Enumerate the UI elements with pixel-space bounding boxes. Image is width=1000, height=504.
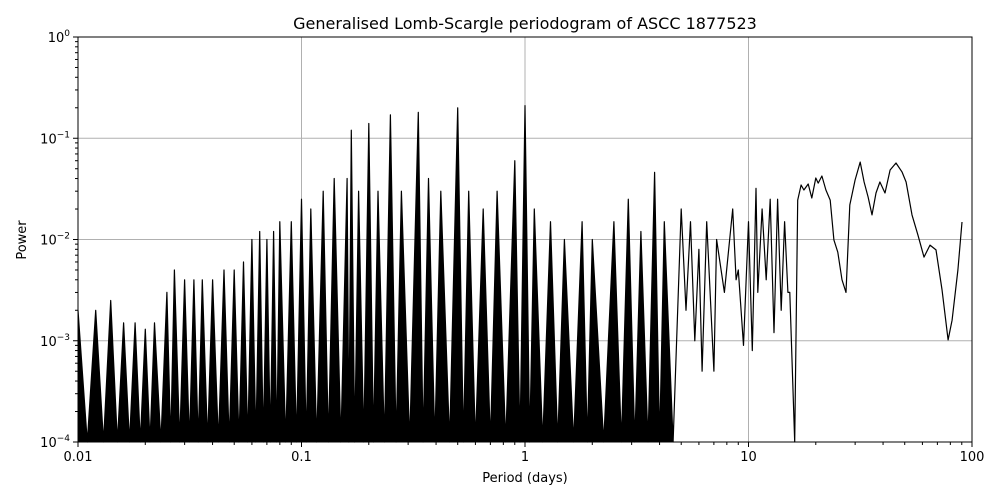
x-axis-label: Period (days) (482, 471, 568, 486)
x-tick-label: 0.1 (291, 450, 312, 465)
periodogram-line (77, 105, 963, 443)
x-tick-label: 0.01 (64, 450, 93, 465)
x-tick-label: 100 (960, 450, 985, 465)
y-axis: 10−4 10−3 10−2 10−1 100 (40, 29, 78, 451)
x-axis: 0.01 0.1 1 10 100 (64, 442, 985, 465)
plot-area (77, 105, 963, 443)
y-tick-label: 10−3 (40, 333, 70, 350)
chart-title: Generalised Lomb-Scargle periodogram of … (293, 14, 757, 33)
y-axis-label: Power (15, 220, 30, 260)
x-tick-label: 1 (521, 450, 529, 465)
y-tick-label: 10−1 (40, 130, 70, 147)
y-tick-label: 100 (48, 29, 71, 46)
y-tick-label: 10−4 (40, 434, 70, 451)
x-tick-label: 10 (740, 450, 757, 465)
y-tick-label: 10−2 (40, 232, 70, 249)
axes-frame (77, 36, 973, 443)
